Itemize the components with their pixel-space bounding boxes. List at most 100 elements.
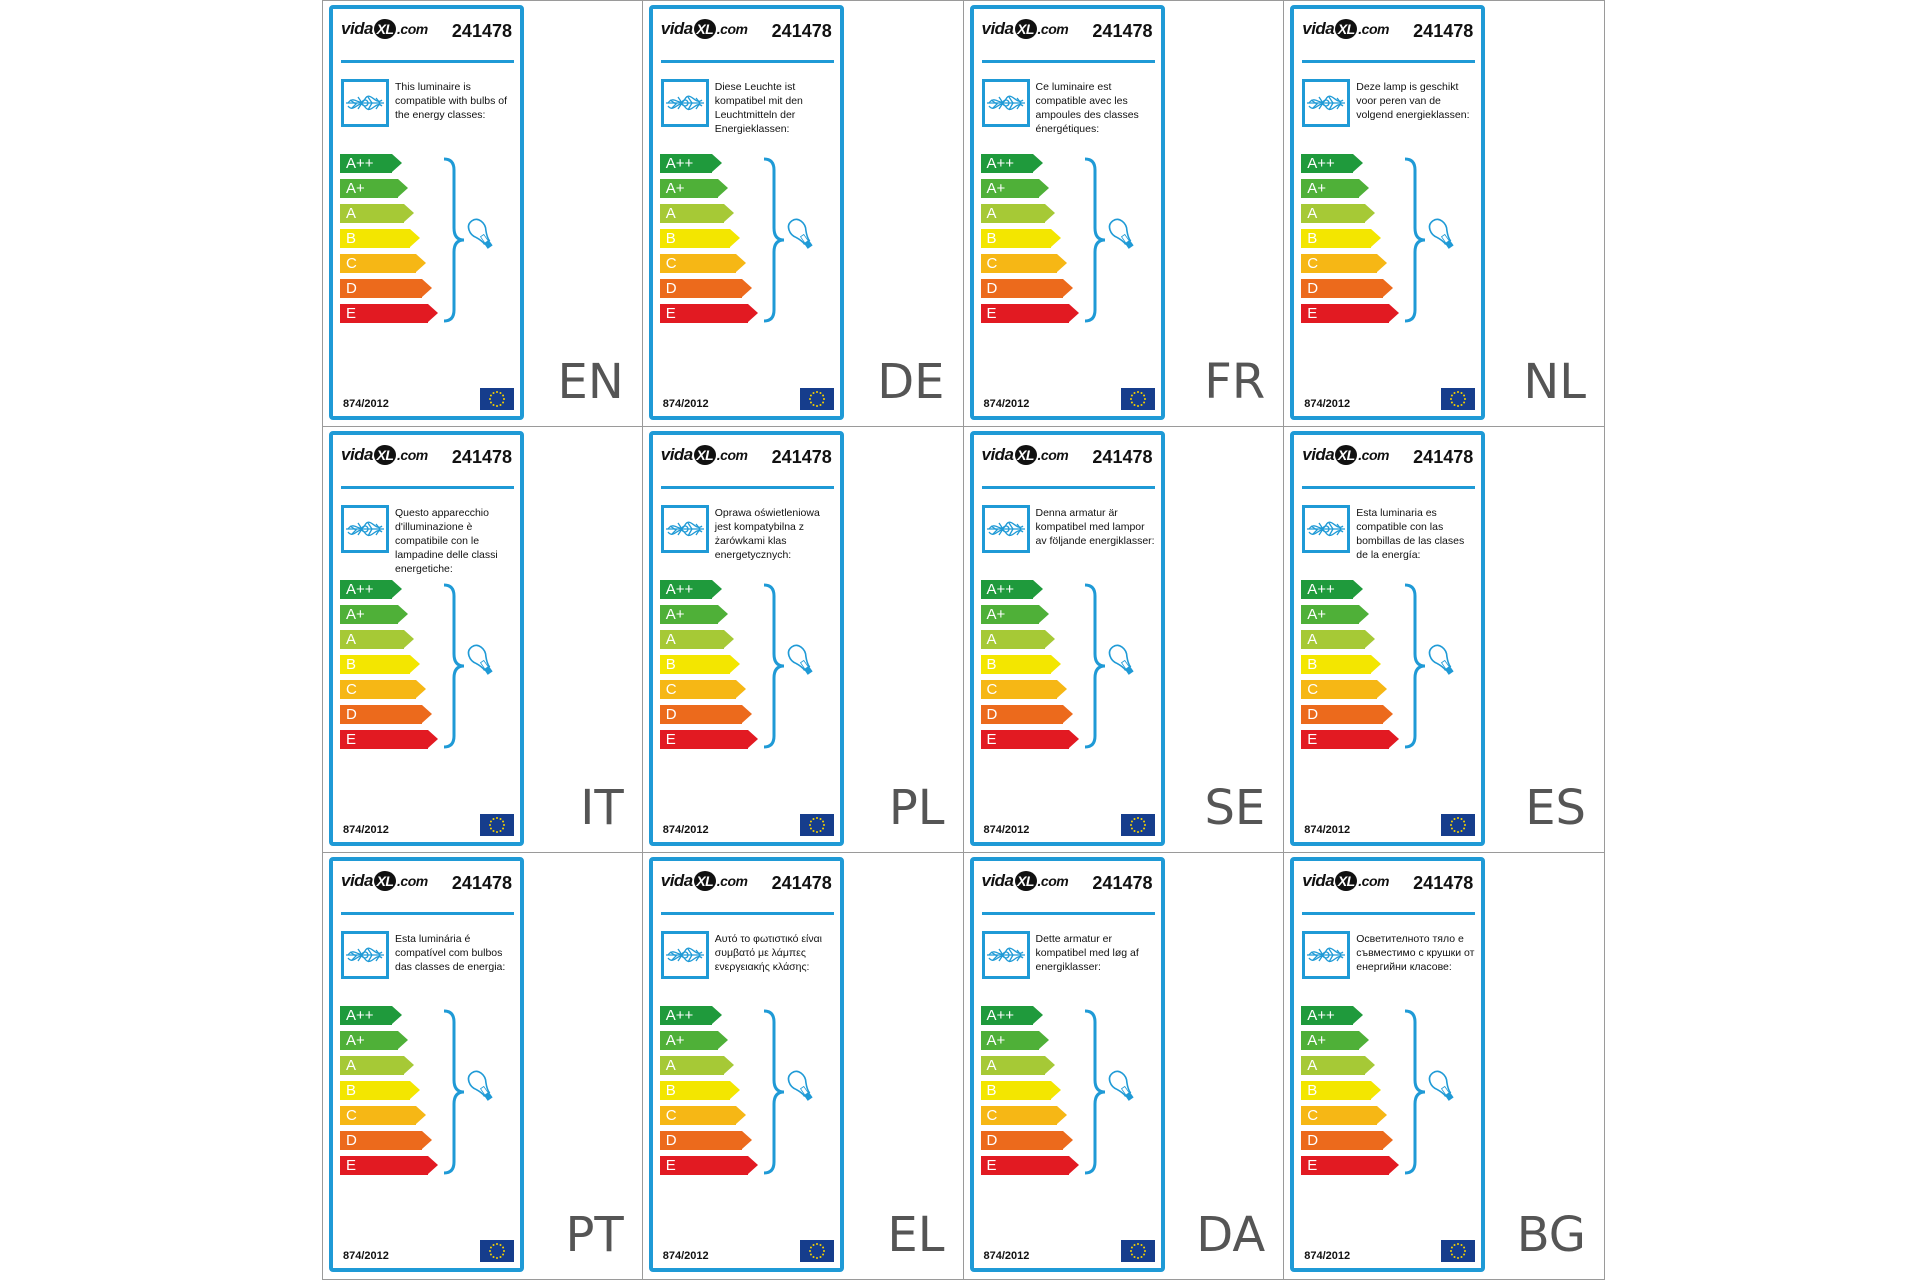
- energy-class-letter: E: [1307, 730, 1318, 748]
- bulb-icon: [787, 644, 813, 675]
- energy-class-bar: A++: [659, 579, 722, 599]
- energy-class-bar: A: [659, 629, 734, 649]
- energy-label: vida XL .com 241478 Deze lamp is geschikt …: [1290, 5, 1486, 420]
- energy-label: vida XL .com 241478 Diese Leuchte ist komp…: [648, 5, 844, 420]
- product-code: 241478: [771, 446, 832, 467]
- energy-class-bar: A++: [980, 1006, 1043, 1026]
- energy-class-bar: B: [980, 1081, 1061, 1101]
- product-code: 241478: [771, 21, 832, 41]
- energy-class-letter: D: [986, 705, 998, 723]
- energy-class-bar: A++: [659, 1006, 722, 1026]
- divider: [341, 912, 514, 916]
- energy-class-scale: A++ A+ A B C D E: [659, 154, 758, 329]
- energy-class-bar: C: [1301, 679, 1388, 699]
- chandelier-icon: [1302, 931, 1351, 980]
- energy-class-scale: A++ A+ A B C D E: [340, 154, 438, 329]
- energy-class-bar: A+: [659, 604, 728, 624]
- label-cell-it: vida XL .com 241478 Questo apparecchio d'i…: [322, 426, 643, 854]
- label-cell-se: vida XL .com 241478 Denna armatur är kompa…: [963, 426, 1285, 854]
- energy-class-letter: B: [986, 655, 997, 673]
- bulb-icon: [1108, 1070, 1134, 1102]
- energy-class-letter: E: [665, 305, 676, 322]
- energy-class-letter: A++: [986, 1007, 1015, 1025]
- energy-class-bar: B: [659, 1081, 740, 1101]
- bulb-icon: [1108, 218, 1134, 249]
- language-code: ES: [1525, 780, 1586, 837]
- brace-icon: [763, 583, 784, 749]
- eu-flag-icon: [1120, 1240, 1155, 1263]
- energy-class-letter: D: [1307, 280, 1319, 297]
- energy-class-letter: C: [665, 1107, 677, 1125]
- energy-class-bar: C: [1301, 1106, 1388, 1126]
- energy-class-bar: A++: [1301, 579, 1364, 599]
- energy-class-letter: A+: [1307, 1032, 1327, 1050]
- energy-class-letter: C: [346, 1107, 357, 1125]
- energy-class-bar: E: [980, 304, 1079, 323]
- compatibility-text: Ce luminaire est compatible avec les amp…: [1035, 81, 1139, 135]
- product-code: 241478: [451, 21, 512, 41]
- energy-class-bar: D: [980, 704, 1073, 724]
- compatibility-text: Deze lamp is geschikt voor peren van de …: [1356, 81, 1470, 121]
- energy-class-letter: A++: [346, 155, 374, 172]
- brace-icon: [443, 157, 465, 323]
- energy-label-grid: vida XL .com 241478 This luminaire is comp…: [322, 0, 1605, 1280]
- brand-logo: vida XL .com: [1302, 19, 1389, 39]
- compatibility-text: This luminaire is compatible with bulbs …: [395, 81, 508, 121]
- energy-class-letter: A++: [1307, 580, 1335, 598]
- energy-class-bar: D: [659, 279, 752, 298]
- divider: [341, 60, 514, 63]
- energy-class-bar: D: [980, 279, 1073, 298]
- energy-class-letter: C: [1307, 255, 1319, 272]
- energy-class-bar: A: [340, 629, 414, 649]
- language-code: NL: [1523, 353, 1586, 410]
- energy-class-bar: D: [1301, 704, 1394, 724]
- eu-flag-icon: [1441, 1240, 1476, 1263]
- energy-class-bar: A: [980, 629, 1055, 649]
- label-cell-el: vida XL .com 241478 Αυτό το φωτιστικό είνα…: [642, 853, 964, 1280]
- energy-class-bar: E: [659, 304, 758, 323]
- brand-logo: vida XL .com: [1302, 444, 1389, 465]
- regulation-number: 874/2012: [983, 398, 1030, 410]
- energy-class-letter: A++: [346, 1007, 374, 1025]
- compatibility-text: Esta luminaria es compatible con las bom…: [1356, 506, 1465, 561]
- energy-class-letter: A+: [665, 180, 685, 197]
- energy-label: vida XL .com 241478 This luminaire is comp…: [329, 5, 524, 420]
- energy-class-bar: B: [340, 654, 420, 674]
- brace-icon: [1084, 1009, 1105, 1175]
- energy-class-bar: A: [980, 204, 1055, 223]
- energy-class-bar: A+: [1301, 604, 1370, 624]
- energy-class-letter: A+: [986, 180, 1006, 197]
- energy-class-letter: C: [986, 255, 998, 272]
- bulb-icon: [467, 1070, 493, 1102]
- energy-class-scale: A++ A+ A B C D E: [340, 1006, 438, 1181]
- product-code: 241478: [1413, 873, 1474, 894]
- energy-class-bar: E: [340, 729, 438, 749]
- energy-class-letter: E: [1307, 1157, 1318, 1175]
- divider: [660, 60, 834, 63]
- energy-class-letter: E: [1307, 305, 1318, 322]
- energy-class-bar: A+: [1301, 1031, 1370, 1051]
- energy-class-letter: A: [665, 205, 676, 222]
- energy-class-bar: A++: [980, 154, 1043, 173]
- energy-class-bar: B: [980, 229, 1061, 248]
- energy-class-bar: A: [980, 1056, 1055, 1076]
- chandelier-icon: [1302, 504, 1351, 553]
- energy-class-bar: A: [1301, 1056, 1376, 1076]
- energy-class-letter: C: [346, 255, 357, 272]
- energy-class-letter: D: [1307, 1132, 1319, 1150]
- energy-class-letter: A++: [665, 1007, 694, 1025]
- eu-flag-icon: [1120, 813, 1155, 836]
- divider: [660, 912, 834, 916]
- brace-icon: [1084, 583, 1105, 749]
- compatibility-text: Αυτό το φωτιστικό είναι συμβατό με λάμπε…: [714, 933, 823, 974]
- energy-class-letter: B: [986, 230, 997, 247]
- energy-class-bar: A: [340, 204, 414, 223]
- bulb-icon: [467, 218, 493, 249]
- regulation-number: 874/2012: [983, 1250, 1030, 1263]
- energy-class-scale: A++ A+ A B C D E: [659, 579, 758, 755]
- label-cell-nl: vida XL .com 241478 Deze lamp is geschikt …: [1284, 0, 1605, 427]
- energy-class-bar: B: [340, 1081, 420, 1101]
- energy-class-letter: B: [665, 655, 676, 673]
- energy-class-bar: E: [1301, 304, 1400, 323]
- energy-class-letter: C: [1307, 1107, 1319, 1125]
